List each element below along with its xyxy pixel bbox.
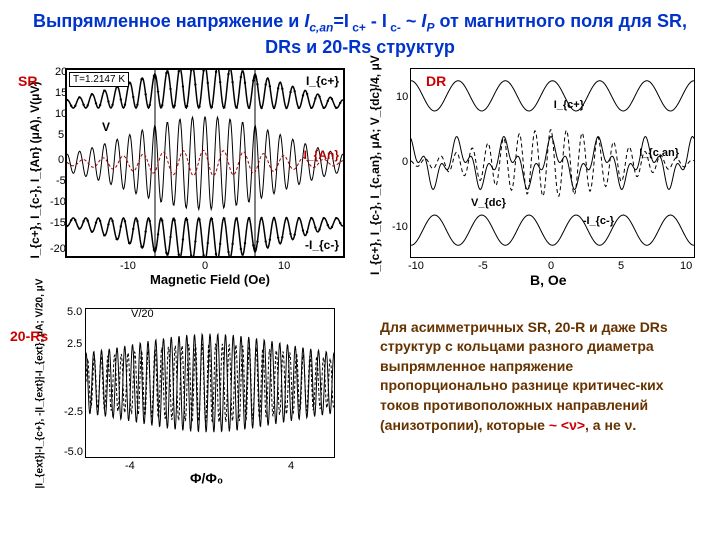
sr-svg	[67, 70, 343, 256]
body-text-cell: Для асимметричных SR, 20-R и даже DRs ст…	[370, 298, 700, 488]
dr-xt1: -5	[478, 260, 488, 272]
rs20-yt0: -5.0	[64, 446, 83, 458]
rs20-ylabel: |I_{ext}|-I_{c+}, -|I_{ext}|-I_{ext}, μA…	[35, 288, 46, 488]
rs20-yt2: 2.5	[67, 338, 82, 350]
sr-yt3: -5	[56, 175, 66, 187]
bt2: ~ <ν>	[549, 417, 585, 433]
dr-svg	[411, 69, 694, 257]
dr-ylabel: I_{c+}, I_{c-}, I_{c,an}, μA; V_{dc}/4, …	[368, 65, 382, 275]
sr-ian-label: I_{An}	[304, 148, 339, 162]
dr-xt3: 5	[618, 260, 624, 272]
rs20-xlabel: Φ/Φ₀	[190, 470, 223, 486]
dr-xt4: 10	[680, 260, 692, 272]
dr-icm-label: -I_{c-}	[583, 215, 614, 227]
t-p7: c-	[387, 21, 401, 35]
t-p6: - I	[366, 11, 387, 31]
sr-yt1: -15	[50, 217, 66, 229]
body-text: Для асимметричных SR, 20-R и даже DRs ст…	[370, 298, 700, 436]
rs20-chart: V/20	[85, 308, 335, 458]
rs20-yt1: -2.5	[64, 406, 83, 418]
dr-icp-label: I_{c+}	[554, 99, 584, 111]
dr-yt1: 0	[402, 156, 408, 168]
dr-label: DR	[426, 73, 446, 89]
sr-yt8: 20	[55, 66, 67, 78]
sr-xt0: -10	[120, 260, 136, 272]
sr-ylabel: I_{c+}, I_{c-}, I_{An} (μA), V(μV)	[28, 65, 42, 275]
sr-chart-cell: SR I_{c+}, I_{c-}, I_{An} (μA), V(μV) T=…	[20, 68, 350, 288]
rs20-chart-cell: 20-Rs |I_{ext}|-I_{c+}, -|I_{ext}|-I_{ex…	[20, 298, 350, 488]
bt3: , а не ν.	[585, 417, 636, 433]
t-p5: c+	[349, 21, 366, 35]
dr-yt2: 10	[396, 91, 408, 103]
dr-vdc-label: V_{dc}	[471, 197, 506, 209]
sr-yt0: -20	[50, 243, 66, 255]
sr-yt5: 5	[58, 129, 64, 141]
sr-label: SR	[18, 73, 37, 89]
rs20-xt1: 4	[288, 460, 294, 472]
sr-xlabel: Magnetic Field (Oe)	[150, 272, 270, 287]
sr-tbox: T=1.2147 K	[69, 72, 129, 87]
t-p4: =I	[333, 11, 349, 31]
rs20-yt3: 5.0	[67, 306, 82, 318]
dr-yt0: -10	[392, 221, 408, 233]
sr-yt2: -10	[50, 196, 66, 208]
rs20-toplabel: V/20	[131, 308, 154, 320]
dr-xt2: 0	[548, 260, 554, 272]
rs20-label: 20-Rs	[10, 328, 48, 344]
dr-xlabel: B, Oe	[530, 272, 567, 288]
sr-xt2: 10	[278, 260, 290, 272]
t-p1: Выпрямленное напряжение и	[33, 11, 304, 31]
rs20-xt0: -4	[125, 460, 135, 472]
bt1: Для асимметричных SR, 20-R и даже DRs ст…	[380, 319, 668, 433]
sr-yt7: 15	[55, 87, 67, 99]
sr-v-label: V	[102, 120, 110, 134]
dr-chart-cell: DR I_{c+}, I_{c-}, I_{c,an}, μA; V_{dc}/…	[370, 68, 700, 288]
sr-yt4: 0	[58, 154, 64, 166]
t-p3: c,an	[309, 21, 333, 35]
dr-chart: I_{c+} I_{c,an} V_{dc} -I_{c-}	[410, 68, 695, 258]
sr-icp-label: I_{c+}	[306, 74, 339, 88]
t-p8: ~	[401, 11, 422, 31]
dr-ican-label: I_{c,an}	[639, 147, 679, 159]
sr-yt6: 10	[55, 108, 67, 120]
dr-xt0: -10	[408, 260, 424, 272]
rs20-svg	[86, 309, 334, 457]
sr-icm-label: -I_{c-}	[305, 238, 339, 252]
page-title: Выпрямленное напряжение и Ic,an=I c+ - I…	[20, 10, 700, 60]
sr-chart: T=1.2147 K I_{c+} V I_{An} -I_{c-}	[65, 68, 345, 258]
sr-xt1: 0	[202, 260, 208, 272]
